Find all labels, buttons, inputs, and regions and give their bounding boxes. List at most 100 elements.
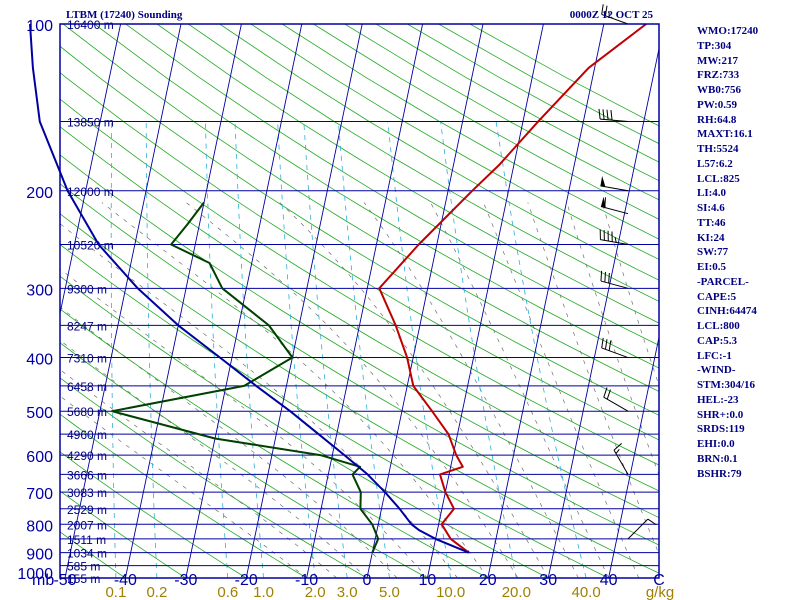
dry-adiabat <box>60 490 187 578</box>
wind-barb-staff <box>603 396 629 412</box>
index-item: PW:0.59 <box>697 98 738 111</box>
index-item: SHR+:0.0 <box>697 408 744 421</box>
pressure-tick-label: 500 <box>26 405 53 422</box>
moist-adiabat <box>60 395 307 578</box>
pressure-tick-label: 200 <box>26 185 53 202</box>
moist-adiabat <box>430 202 609 578</box>
index-item: TH:5524 <box>697 143 739 155</box>
wind-barb-feather <box>601 4 604 15</box>
dry-adiabat <box>62 24 659 392</box>
dry-adiabat <box>60 45 659 416</box>
isotherms <box>60 24 659 578</box>
dry-adiabat <box>219 24 659 281</box>
index-item: BRN:0.1 <box>697 452 738 465</box>
mixing-ratio-label: 0.6 <box>217 584 238 600</box>
wind-barb-feather <box>608 272 610 284</box>
wind-barb-staff <box>601 347 629 359</box>
wind-barb-staff <box>601 13 629 25</box>
wind-barb-feather <box>603 387 608 398</box>
profile-temperature <box>378 23 647 554</box>
mixing-ratio-unit: g/kg <box>646 584 674 600</box>
index-item: LCL:800 <box>697 320 740 332</box>
index-item: BSHR:79 <box>697 467 742 480</box>
height-label: 4960 m <box>67 428 107 442</box>
moist-adiabat <box>60 339 368 578</box>
wind-barb-feather <box>600 270 603 282</box>
index-item: TT:46 <box>697 216 726 229</box>
height-label: 9300 m <box>67 282 107 296</box>
height-label: 2529 m <box>67 503 107 517</box>
temperature-tick-label: 30 <box>539 572 557 589</box>
height-label: 7310 m <box>67 352 107 366</box>
index-item: CAPE:5 <box>697 290 737 303</box>
temperature-tick-label: -30 <box>174 572 197 589</box>
wind-barb <box>599 229 629 245</box>
wind-barb <box>601 4 629 25</box>
wind-barb-feather <box>602 181 605 187</box>
wind-barb <box>601 337 629 359</box>
mixing-ratio-label: 0.2 <box>146 584 167 600</box>
mixing-ratio-line <box>337 121 390 578</box>
mixing-ratio-line <box>145 121 158 578</box>
height-label: 3083 m <box>67 486 107 500</box>
height-label: 2007 m <box>67 518 107 532</box>
moist-adiabat <box>527 202 659 556</box>
height-label: 155 m <box>67 572 100 586</box>
wind-barb-feather <box>614 237 617 243</box>
moist-adiabat <box>60 369 338 578</box>
wind-barb-feather <box>615 449 620 454</box>
height-label: 8247 m <box>67 319 107 333</box>
pressure-tick-label: 1000 <box>17 566 53 583</box>
index-item: MW:217 <box>697 54 738 67</box>
temperature-tick-label: -20 <box>235 572 258 589</box>
wind-barb-feather <box>647 518 657 526</box>
height-label: 13850 m <box>67 116 114 130</box>
isotherm <box>185 24 303 578</box>
wind-barb-staff <box>613 449 629 475</box>
isotherm <box>64 24 182 578</box>
mixing-ratio-label: 3.0 <box>337 584 358 600</box>
isotherm <box>60 24 122 316</box>
mixing-ratio-label: 2.0 <box>305 584 326 600</box>
wind-barb <box>600 270 629 289</box>
isotherm <box>487 24 605 578</box>
index-item: LCL:825 <box>697 172 740 185</box>
dry-adiabat <box>60 98 659 466</box>
index-item: CINH:64474 <box>697 305 757 318</box>
isotherm <box>306 24 424 578</box>
height-label: 1511 m <box>67 533 106 547</box>
wind-barb-feather <box>598 108 601 120</box>
index-item: WMO:17240 <box>697 25 759 37</box>
pressure-tick-label: 800 <box>26 518 53 535</box>
wind-barb-feather <box>608 340 612 351</box>
wind-barb-staff <box>600 118 629 123</box>
dry-adiabat <box>60 275 550 578</box>
valid-time: 0000Z 12 OCT 25 <box>569 9 653 21</box>
mixing-ratio-line <box>277 121 316 578</box>
wind-barb-feather <box>604 5 608 16</box>
temperature-tick-label: -50 <box>53 572 76 589</box>
index-item: EI:0.5 <box>697 261 727 273</box>
index-item: HEL:-23 <box>697 393 739 406</box>
index-item: MAXT:16.1 <box>697 128 753 141</box>
moist-adiabats <box>60 202 659 578</box>
dry-adiabat <box>250 24 659 260</box>
mixing-ratio-line <box>495 121 587 578</box>
dry-adiabat <box>60 531 127 578</box>
mixing-ratio-line <box>205 121 229 578</box>
dry-adiabat <box>60 72 659 441</box>
wind-barb-staff <box>600 239 629 245</box>
dry-adiabat <box>188 24 659 302</box>
wind-barb-feather <box>610 109 613 121</box>
moist-adiabat <box>60 268 428 578</box>
temperature-tick-label: 10 <box>419 572 437 589</box>
moist-adiabat <box>185 202 519 578</box>
plot-frame <box>59 23 660 579</box>
dry-adiabat <box>60 244 610 578</box>
dry-adiabat <box>94 24 659 369</box>
wind-barb <box>613 442 629 475</box>
wind-barb-feather <box>604 197 606 208</box>
isotherm <box>124 24 242 578</box>
